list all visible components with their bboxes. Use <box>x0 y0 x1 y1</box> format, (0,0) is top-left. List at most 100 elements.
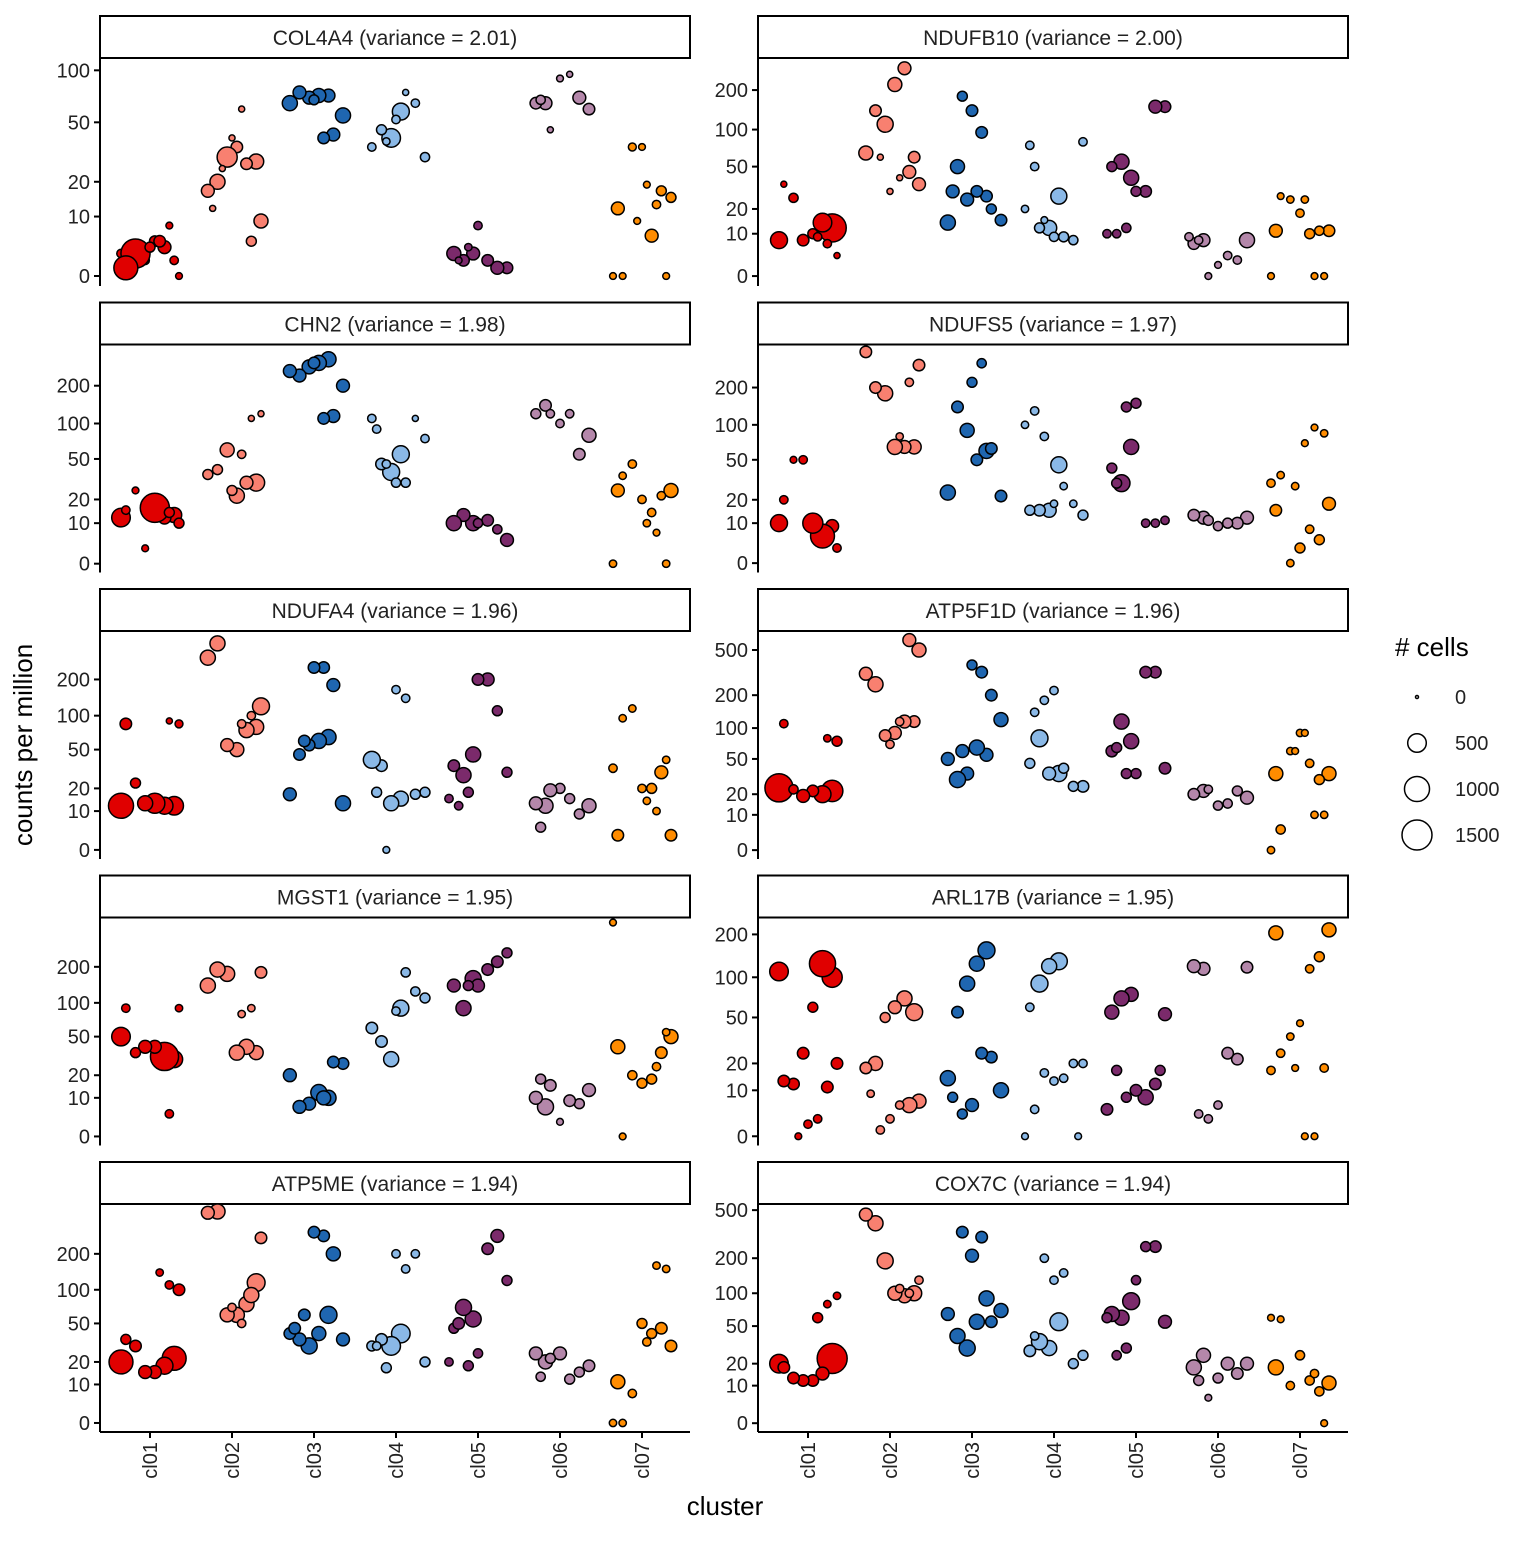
point <box>1039 1253 1050 1264</box>
point <box>375 124 388 136</box>
point <box>419 992 431 1004</box>
y-tick-label: 20 <box>726 1053 748 1075</box>
point <box>608 559 618 569</box>
point <box>833 251 841 260</box>
point <box>637 494 647 505</box>
point <box>832 543 842 553</box>
point <box>886 187 894 196</box>
point <box>528 1346 544 1361</box>
point <box>1130 767 1142 780</box>
y-tick-label: 200 <box>57 669 90 691</box>
point <box>462 1360 475 1372</box>
y-tick-label: 100 <box>57 993 90 1015</box>
point <box>796 1046 810 1060</box>
point <box>1268 223 1284 238</box>
point <box>218 164 227 173</box>
point <box>816 1342 848 1375</box>
panel-title: ATP5F1D (variance = 1.96) <box>926 600 1181 623</box>
point <box>948 770 967 789</box>
point <box>419 1356 431 1368</box>
y-tick-label: 500 <box>715 640 748 662</box>
point <box>281 94 299 112</box>
point <box>107 792 135 820</box>
point <box>887 1000 903 1015</box>
point <box>895 173 904 182</box>
point <box>1310 810 1319 820</box>
point <box>1212 520 1224 532</box>
point <box>664 1339 678 1353</box>
point <box>1157 1314 1173 1329</box>
point <box>955 1225 969 1239</box>
point <box>1157 1007 1173 1022</box>
point <box>120 505 131 516</box>
point <box>555 1117 565 1126</box>
point <box>108 1349 134 1375</box>
point <box>1300 439 1309 448</box>
strip <box>757 588 1349 632</box>
point <box>868 381 883 395</box>
point <box>371 1341 382 1351</box>
point <box>334 794 352 812</box>
point <box>654 765 669 780</box>
point <box>1230 1052 1244 1066</box>
point <box>120 1003 131 1014</box>
point <box>939 214 957 231</box>
y-tick-label: 200 <box>715 1248 748 1270</box>
point <box>141 544 150 553</box>
point <box>1266 845 1276 855</box>
point <box>573 808 586 820</box>
point <box>1276 1315 1285 1324</box>
point <box>164 1279 175 1290</box>
point <box>153 234 167 248</box>
y-tick-label: 100 <box>57 60 90 82</box>
y-tick-label: 50 <box>68 1313 90 1335</box>
point <box>1320 271 1329 281</box>
point <box>868 104 883 118</box>
point <box>867 1215 884 1232</box>
point <box>297 1308 311 1322</box>
point <box>626 1069 638 1081</box>
point <box>1020 204 1030 214</box>
point <box>1266 271 1276 281</box>
point <box>608 271 618 281</box>
point <box>1111 228 1122 239</box>
point <box>661 1264 671 1274</box>
point <box>311 1325 327 1342</box>
x-tick-label: cl03 <box>962 1442 984 1479</box>
point <box>1230 1367 1244 1381</box>
point <box>1139 665 1153 679</box>
point <box>812 212 833 233</box>
point <box>618 713 628 723</box>
point <box>1122 438 1140 456</box>
point <box>1077 1349 1089 1362</box>
point <box>326 1055 340 1069</box>
point <box>786 1371 801 1385</box>
y-tick-label: 50 <box>68 112 90 134</box>
point <box>573 1366 586 1378</box>
point <box>362 750 382 770</box>
legend-title: # cells <box>1395 632 1469 662</box>
legend-size <box>1406 732 1428 754</box>
point <box>1240 960 1254 974</box>
point <box>642 518 652 528</box>
point <box>627 1388 638 1399</box>
point <box>803 1119 813 1130</box>
point <box>1204 271 1213 281</box>
x-tick-label: cl07 <box>632 1442 654 1479</box>
point <box>867 676 884 693</box>
point <box>391 445 411 464</box>
point <box>335 1332 351 1347</box>
legend-label: 0 <box>1455 687 1466 709</box>
point <box>499 532 515 548</box>
y-tick-label: 20 <box>726 199 748 221</box>
point <box>1321 496 1337 511</box>
point <box>858 145 874 161</box>
point <box>1059 481 1069 491</box>
point <box>471 672 485 686</box>
point <box>1120 1342 1133 1354</box>
point <box>661 559 671 569</box>
y-tick-label: 10 <box>726 1376 748 1398</box>
point <box>543 783 558 798</box>
point <box>307 356 321 370</box>
